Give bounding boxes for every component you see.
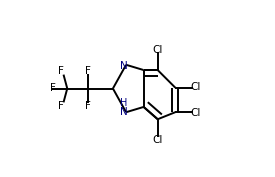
Text: N: N: [120, 107, 127, 117]
Text: Cl: Cl: [190, 108, 200, 118]
Text: F: F: [50, 84, 56, 93]
Text: H: H: [120, 98, 127, 108]
Text: Cl: Cl: [153, 135, 163, 145]
Text: Cl: Cl: [190, 82, 200, 92]
Text: F: F: [86, 101, 91, 111]
Text: F: F: [86, 66, 91, 76]
Text: F: F: [58, 66, 64, 76]
Text: N: N: [120, 61, 127, 71]
Text: F: F: [58, 101, 64, 111]
Text: Cl: Cl: [153, 45, 163, 55]
